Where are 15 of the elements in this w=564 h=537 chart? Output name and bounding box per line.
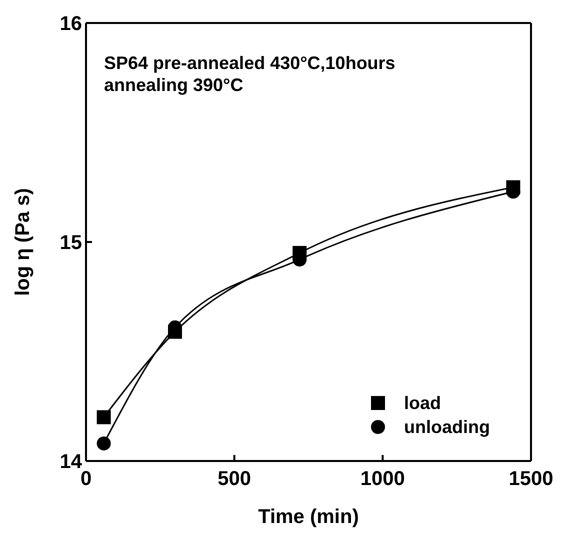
y-tick-label: 14 — [60, 451, 83, 474]
legend-label: load — [404, 392, 442, 415]
x-tick-label: 500 — [218, 468, 252, 490]
text: annealing 390°C — [104, 74, 244, 96]
text: SP64 pre-annealed 430°C,10hours — [104, 52, 396, 74]
y-tick-label: 16 — [60, 13, 82, 36]
legend-label: unloading — [404, 416, 490, 439]
point — [96, 436, 111, 450]
y-tick-label: 15 — [60, 232, 82, 254]
x-tick-label: 1000 — [360, 468, 405, 490]
x-tick-label: 0 — [80, 468, 92, 490]
point — [96, 410, 111, 424]
x-axis-title: Time (min) — [258, 506, 359, 528]
x-tick-label: 1500 — [508, 468, 554, 490]
y-axis-title: log η (Pa s) — [12, 188, 34, 296]
